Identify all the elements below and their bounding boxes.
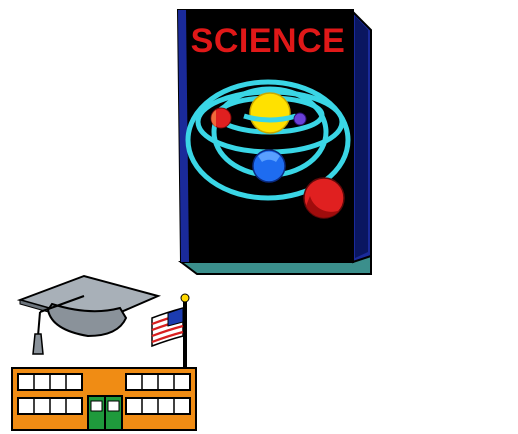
- door-window: [107, 400, 120, 412]
- book-spine-shadow: [355, 16, 368, 258]
- flag-canton: [167, 307, 184, 327]
- science-book-icon: SCIENCE: [176, 9, 372, 275]
- red-planet-shadow: [306, 196, 340, 218]
- school-building-icon: [11, 367, 197, 431]
- book-title: SCIENCE: [191, 22, 346, 60]
- purple-planet: [293, 112, 307, 126]
- tassel-cord: [37, 311, 41, 337]
- solar-system-icon: [185, 79, 351, 219]
- orbit-ring: [185, 79, 351, 201]
- sun-planet: [249, 92, 291, 134]
- flag-pole: [183, 300, 187, 372]
- flag-stripe: [151, 330, 184, 344]
- american-flag-icon: [151, 293, 190, 372]
- graduation-cap-icon: [16, 274, 162, 355]
- flag-stripe: [151, 324, 184, 338]
- flag-pole-finial: [180, 293, 190, 303]
- tassel-cord: [39, 295, 85, 313]
- cap-crown: [46, 302, 128, 338]
- door-window: [90, 400, 103, 412]
- sun-ring: [243, 113, 297, 123]
- book-cover-edge: [178, 10, 189, 262]
- tassel: [32, 333, 44, 355]
- blue-planet-highlight: [258, 151, 280, 162]
- red-planet-shade: [211, 110, 216, 127]
